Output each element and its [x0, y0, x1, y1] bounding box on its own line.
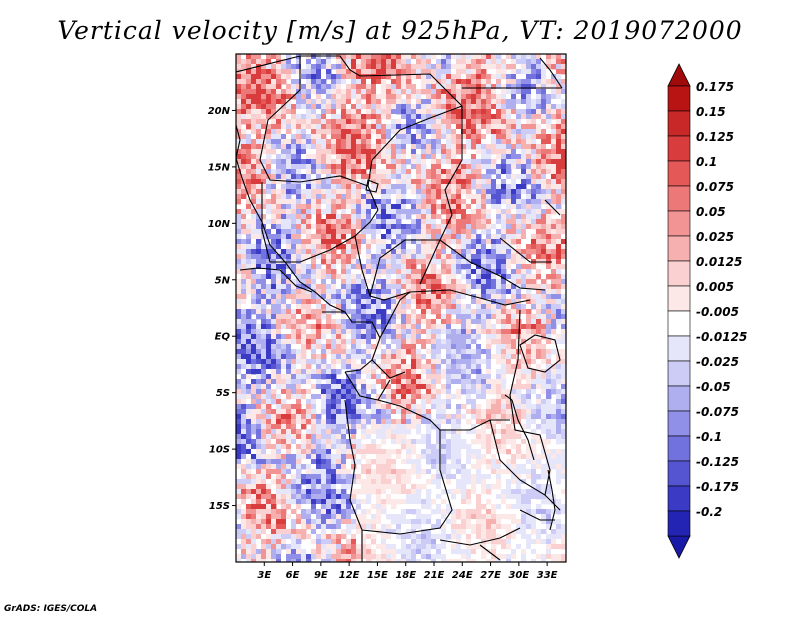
colorbar-label-11: -0.025 — [696, 355, 739, 369]
colorbar-label-15: -0.125 — [696, 455, 739, 469]
border-car — [369, 239, 546, 297]
colorbar-swatch-15 — [667, 460, 691, 487]
lat-tick-label-0: 20N — [208, 106, 231, 117]
colorbar-swatch-14 — [667, 435, 691, 462]
colorbar-swatch-16 — [667, 485, 691, 512]
velocity-field — [236, 54, 566, 562]
lake-chad — [365, 179, 379, 193]
lon-tick-label-7: 24E — [452, 570, 473, 581]
lon-tick-label-10: 33E — [537, 570, 558, 581]
colorbar-swatch-5 — [667, 210, 691, 237]
map-frame — [235, 53, 567, 563]
colorbar-label-12: -0.05 — [696, 380, 731, 394]
border-drc-east — [509, 309, 551, 496]
border-drc-west — [344, 371, 391, 401]
colorbar-label-14: -0.1 — [696, 430, 722, 444]
colorbar-swatch-10 — [667, 335, 691, 362]
border-niger-chad — [367, 105, 463, 187]
lat-tick-label-6: 10S — [209, 445, 230, 456]
lat-tick-label-3: 5N — [215, 275, 231, 286]
lon-tick-label-1: 6E — [286, 570, 300, 581]
lat-tick-label-7: 15S — [209, 501, 230, 512]
colorbar-swatch-9 — [667, 310, 691, 337]
lat-tick-label-1: 15N — [208, 162, 231, 173]
lon-tick-label-8: 27E — [480, 570, 501, 581]
border-sudan-east — [462, 57, 563, 89]
border-nigeria — [261, 182, 379, 263]
coastline-gulf — [239, 267, 313, 293]
lon-tick-label-2: 9E — [314, 570, 328, 581]
colorbar-label-1: 0.15 — [696, 105, 726, 119]
colorbar-label-13: -0.075 — [696, 405, 739, 419]
colorbar-swatch-8 — [667, 285, 691, 312]
colorbar-label-16: -0.175 — [696, 480, 739, 494]
lat-tick-label-2: 10N — [208, 219, 231, 230]
lon-tick-label-5: 18E — [395, 570, 416, 581]
colorbar-swatch-2 — [667, 135, 691, 162]
coastline-west — [236, 124, 346, 313]
lon-tick-label-0: 3E — [257, 570, 271, 581]
colorbar-swatch-3 — [667, 160, 691, 187]
border-congo — [371, 291, 411, 379]
colorbar-label-4: 0.075 — [696, 180, 734, 194]
lat-tick-label-4: EQ — [215, 332, 231, 343]
border-drc-north — [409, 289, 531, 306]
country-borders — [236, 55, 563, 562]
border-algeria-libya — [236, 55, 463, 160]
colorbar-swatch-7 — [667, 260, 691, 287]
border-ethiopia — [499, 199, 561, 263]
border-angola-drc — [377, 399, 441, 431]
border-angola — [344, 399, 510, 535]
colorbar-label-8: 0.005 — [696, 280, 734, 294]
colorbar-swatch-13 — [667, 410, 691, 437]
colorbar-swatch-12 — [667, 385, 691, 412]
border-chad-sudan — [419, 159, 463, 285]
colorbar-swatch-4 — [667, 185, 691, 212]
border-namibia — [361, 527, 521, 562]
colorbar-label-7: 0.0125 — [696, 255, 742, 269]
border-gabon — [322, 311, 381, 373]
lake-malawi — [547, 469, 556, 531]
colorbar: 0.175 0.15 0.125 0.1 0.075 0.05 0.025 0.0125 0.0… — [667, 63, 747, 559]
lon-tick-label-4: 15E — [367, 570, 388, 581]
border-zambia — [489, 419, 561, 511]
colorbar-label-17: -0.2 — [696, 505, 722, 519]
colorbar-label-5: 0.05 — [696, 205, 726, 219]
colorbar-swatch-11 — [667, 360, 691, 387]
colorbar-bottom-arrow — [667, 535, 691, 559]
colorbar-label-0: 0.175 — [696, 80, 734, 94]
colorbar-swatch-6 — [667, 235, 691, 262]
lon-tick-label-6: 21E — [424, 570, 445, 581]
colorbar-label-3: 0.1 — [696, 155, 717, 169]
map-axes: 3E 6E 9E 12E 15E 18E 21E 24E 27E 30E 33E 20N 15N 10N 5… — [208, 106, 558, 581]
lon-tick-label-9: 30E — [508, 570, 529, 581]
colorbar-label-6: 0.025 — [696, 230, 734, 244]
colorbar-swatch-1 — [667, 110, 691, 137]
lake-tanganyika — [504, 394, 535, 461]
map-title: Vertical velocity [m/s] at 925hPa, VT: 2… — [57, 16, 743, 45]
colorbar-label-10: -0.0125 — [696, 330, 747, 344]
grads-credit: GrADS: IGES/COLA — [4, 604, 98, 614]
lake-victoria — [519, 334, 561, 373]
lon-tick-label-3: 12E — [339, 570, 360, 581]
border-southern — [479, 509, 555, 561]
colorbar-swatch-0 — [667, 85, 691, 112]
colorbar-top-arrow — [667, 63, 691, 87]
border-mali-niger — [259, 56, 379, 211]
colorbar-swatch-17 — [667, 510, 691, 537]
lat-tick-label-5: 5S — [216, 388, 230, 399]
colorbar-label-2: 0.125 — [696, 130, 734, 144]
colorbar-label-9: -0.005 — [696, 305, 739, 319]
